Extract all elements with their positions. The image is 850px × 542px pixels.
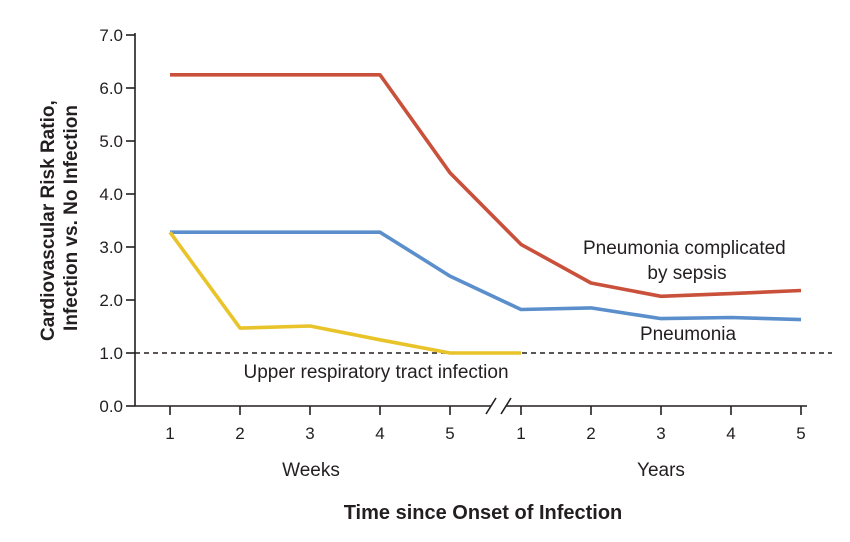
series-line-3 <box>168 231 521 355</box>
x-tick-label: 4 <box>375 424 384 443</box>
series-label-sepsis-line-1: Pneumonia complicated <box>583 238 786 259</box>
y-axis-label-line-1: Cardiovascular Risk Ratio, <box>38 100 59 341</box>
series-line-2 <box>170 230 802 322</box>
x-group-label-years: Years <box>637 460 685 481</box>
series-layer <box>168 73 802 355</box>
series-line-1 <box>170 73 802 299</box>
x-tick-label: 2 <box>235 424 244 443</box>
x-tick-label: 5 <box>796 424 805 443</box>
y-axis-label-line-2: Infection vs. No Infection <box>61 105 82 331</box>
series-label-uri: Upper respiratory tract infection <box>243 362 508 383</box>
y-tick-label: 2.0 <box>99 291 123 310</box>
y-tick-label: 5.0 <box>99 132 123 151</box>
x-tick-label: 3 <box>656 424 665 443</box>
x-tick-label: 4 <box>726 424 735 443</box>
series-label-sepsis-line-2: by sepsis <box>647 263 726 284</box>
y-tick-label: 1.0 <box>99 344 123 363</box>
x-group-label-weeks: Weeks <box>282 460 340 481</box>
x-tick-label: 3 <box>305 424 314 443</box>
y-tick-label: 3.0 <box>99 238 123 257</box>
series-label-sepsis: Pneumonia complicated by sepsis <box>583 238 791 284</box>
series-label-pneumonia: Pneumonia <box>640 324 737 345</box>
y-tick-label: 4.0 <box>99 185 123 204</box>
y-tick-label: 7.0 <box>99 26 123 45</box>
y-axis-label: Cardiovascular Risk Ratio, Infection vs.… <box>38 95 82 341</box>
x-axis-label: Time since Onset of Infection <box>344 502 623 524</box>
y-tick-label: 0.0 <box>99 397 123 416</box>
x-tick-label: 5 <box>445 424 454 443</box>
x-tick-label: 2 <box>586 424 595 443</box>
axis-break-mark-2 <box>500 397 512 415</box>
x-tick-label: 1 <box>516 424 525 443</box>
text-layer: Cardiovascular Risk Ratio, Infection vs.… <box>38 95 791 524</box>
y-tick-label: 6.0 <box>99 79 123 98</box>
x-tick-label: 1 <box>165 424 174 443</box>
axis-layer: 0.0 1.0 2.0 3.0 4.0 5.0 6.0 7.0 1 2 3 4 5 1 2 3 4 5 <box>99 26 807 443</box>
axis-break-mark-1 <box>485 397 497 415</box>
